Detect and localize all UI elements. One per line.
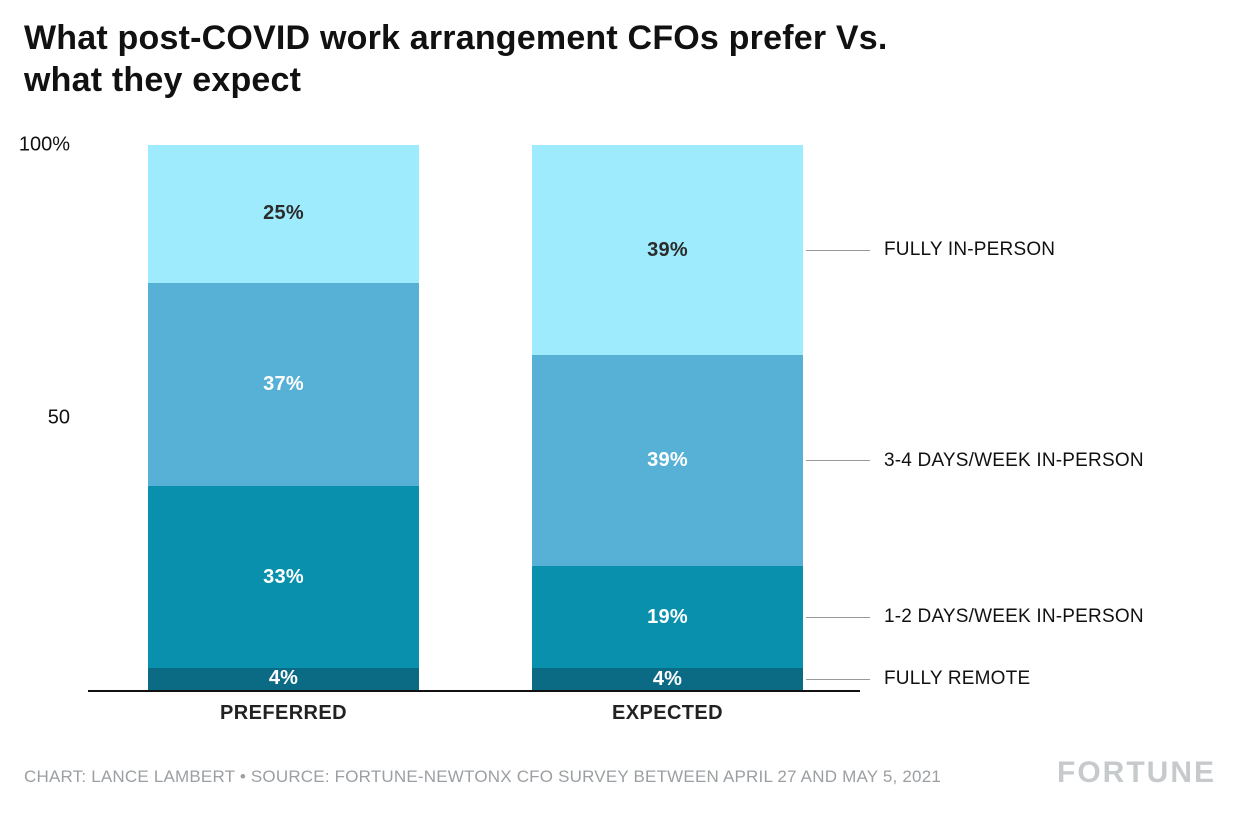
segment-value-label: 33% (263, 565, 304, 588)
y-tick-100: 100% (18, 133, 70, 156)
segment-value-label: 39% (647, 449, 688, 472)
footer: CHART: LANCE LAMBERT • SOURCE: FORTUNE-N… (24, 756, 1216, 790)
source-credit: CHART: LANCE LAMBERT • SOURCE: FORTUNE-N… (24, 767, 942, 786)
segment-value-label: 37% (263, 372, 304, 395)
bar-segment-expected-fully-in-person: 39% (532, 145, 803, 356)
annotation-label-fully-remote: FULLY REMOTE (884, 668, 1031, 690)
x-axis-label-expected: EXPECTED (611, 702, 724, 724)
segment-value-label: 25% (263, 202, 304, 225)
y-axis-labels: 100% 50 (0, 134, 70, 690)
bar-segment-expected-3-4-days-week-in-person: 39% (532, 355, 803, 566)
segment-value-label: 4% (268, 667, 299, 690)
bar-segment-expected-fully-remote: 4% (532, 668, 803, 690)
y-tick-50: 50 (47, 406, 70, 428)
bar-segment-preferred-fully-remote: 4% (148, 667, 419, 690)
segment-value-label: 19% (647, 605, 688, 628)
bar-segment-preferred-fully-in-person: 25% (148, 145, 419, 283)
fortune-logo: FORTUNE (1057, 756, 1216, 789)
bar-preferred: 25% 37% 33% 4% (148, 145, 419, 690)
x-axis-labels: PREFERRED EXPECTED (0, 702, 1240, 732)
chart-title-line-1: What post-COVID work arrangement CFOs pr… (24, 19, 888, 57)
plot-area: 25% 37% 33% 4% 39% 39% 19% 4% (88, 145, 860, 692)
bar-segment-preferred-3-4-days-week-in-person: 37% (148, 282, 419, 487)
annotation-label-fully-in-person: FULLY IN-PERSON (884, 239, 1056, 261)
bar-segment-expected-1-2-days-week-in-person: 19% (532, 565, 803, 669)
segment-value-label: 4% (652, 667, 683, 690)
chart-title-line-2: what they expect (24, 60, 302, 99)
annotation-label-1-2-days-week-in-person: 1-2 DAYS/WEEK IN-PERSON (884, 606, 1144, 628)
chart-title: What post-COVID work arrangement CFOs pr… (24, 18, 888, 102)
x-axis-label-preferred: PREFERRED (220, 702, 347, 724)
bar-expected: 39% 39% 19% 4% (532, 145, 803, 690)
annotation-label-3-4-days-week-in-person: 3-4 DAYS/WEEK IN-PERSON (884, 449, 1144, 471)
bar-segment-preferred-1-2-days-week-in-person: 33% (148, 486, 419, 668)
segment-value-label: 39% (647, 238, 688, 261)
